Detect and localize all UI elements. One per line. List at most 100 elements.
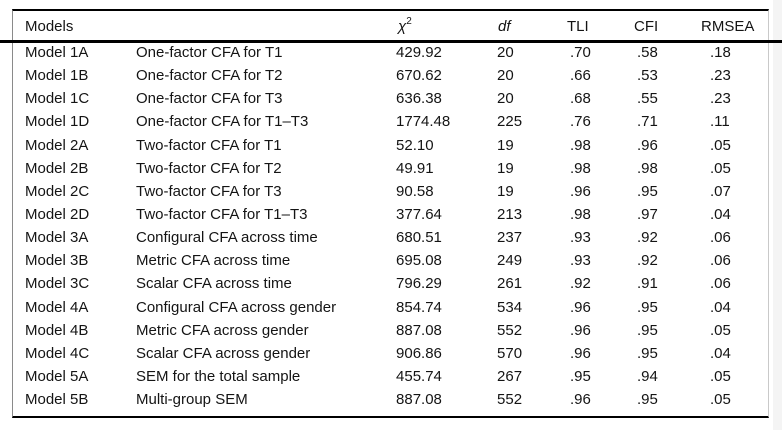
cell-rmsea-value: .05	[710, 368, 731, 386]
cell-cfi-value: .95	[637, 321, 658, 339]
cell-model-description: Scalar CFA across gender	[136, 344, 311, 362]
model-fit-table-frame: Models χ2 df TLI CFI RMSEA Model 1A One-…	[12, 9, 770, 419]
cell-chi-squared-value: 1774.48	[396, 113, 451, 131]
cell-chi-squared-value: 887.08	[396, 321, 442, 339]
cell-df-value: 552	[497, 321, 523, 339]
cell-cfi-value: .95	[637, 298, 658, 316]
cell-chi-squared-value: 52.10	[396, 136, 434, 154]
cell-chi-squared-value: 695.08	[396, 252, 442, 270]
cell-model-id: Model 5B	[25, 391, 89, 409]
cell-cfi-value: .55	[637, 90, 658, 108]
cell-tli-value: .93	[570, 252, 591, 270]
cell-tli-value: .76	[570, 113, 591, 131]
cell-df-value: 19	[497, 182, 514, 200]
cell-chi-squared-value: 906.86	[396, 344, 442, 362]
cell-tli-value: .96	[570, 344, 591, 362]
cell-chi-squared-value: 680.51	[396, 229, 442, 247]
cell-chi-squared-value: 429.92	[396, 44, 442, 62]
table-row: Model 5B Multi-group SEM 887.08 552 .96 …	[13, 388, 770, 411]
cell-df-value: 267	[497, 368, 523, 386]
cell-tli-value: .98	[570, 136, 591, 154]
cell-df-value: 225	[497, 113, 523, 131]
cell-model-description: Scalar CFA across time	[136, 275, 292, 293]
cell-cfi-value: .95	[637, 391, 658, 409]
cell-df-value: 261	[497, 275, 523, 293]
cell-cfi-value: .94	[637, 368, 658, 386]
cell-model-id: Model 3A	[25, 229, 89, 247]
cell-model-id: Model 3B	[25, 252, 89, 270]
cell-rmsea-value: .06	[710, 229, 731, 247]
table-row: Model 1B One-factor CFA for T2 670.62 20…	[13, 64, 770, 87]
cell-tli-value: .93	[570, 229, 591, 247]
cell-model-description: Metric CFA across gender	[136, 321, 309, 339]
cell-model-id: Model 4A	[25, 298, 89, 316]
cell-chi-squared-value: 377.64	[396, 206, 442, 224]
header-row: Models χ2 df TLI CFI RMSEA	[13, 11, 770, 41]
cell-df-value: 19	[497, 159, 514, 177]
cell-model-description: One-factor CFA for T3	[136, 90, 283, 108]
cell-cfi-value: .58	[637, 44, 658, 62]
table-row: Model 4C Scalar CFA across gender 906.86…	[13, 342, 770, 365]
cell-df-value: 534	[497, 298, 523, 316]
cell-model-id: Model 5A	[25, 368, 89, 386]
cell-rmsea-value: .23	[710, 90, 731, 108]
cell-model-description: Multi-group SEM	[136, 391, 248, 409]
cell-cfi-value: .92	[637, 229, 658, 247]
cell-cfi-value: .95	[637, 344, 658, 362]
cell-tli-value: .96	[570, 298, 591, 316]
table-row: Model 4A Configural CFA across gender 85…	[13, 296, 770, 319]
cell-df-value: 19	[497, 136, 514, 154]
table-row: Model 3A Configural CFA across time 680.…	[13, 226, 770, 249]
cell-tli-value: .96	[570, 321, 591, 339]
cell-model-description: Metric CFA across time	[136, 252, 291, 270]
cell-model-id: Model 2D	[25, 206, 90, 224]
table-row: Model 1A One-factor CFA for T1 429.92 20…	[13, 41, 770, 64]
col-header-models: Models	[25, 17, 74, 35]
cell-tli-value: .70	[570, 44, 591, 62]
table-row: Model 2D Two-factor CFA for T1–T3 377.64…	[13, 203, 770, 226]
cell-chi-squared-value: 796.29	[396, 275, 442, 293]
cell-tli-value: .92	[570, 275, 591, 293]
cell-df-value: 213	[497, 206, 523, 224]
cell-chi-squared-value: 854.74	[396, 298, 442, 316]
cell-model-description: Two-factor CFA for T1–T3	[136, 206, 308, 224]
cell-model-id: Model 1B	[25, 67, 89, 85]
col-header-chi-squared: χ2	[396, 11, 497, 41]
table-row: Model 2B Two-factor CFA for T2 49.91 19 …	[13, 157, 770, 180]
col-header-df: df	[498, 17, 511, 35]
table-row: Model 5A SEM for the total sample 455.74…	[13, 365, 770, 388]
cell-chi-squared-value: 455.74	[396, 368, 442, 386]
cell-cfi-value: .95	[637, 182, 658, 200]
table-row: Model 3C Scalar CFA across time 796.29 2…	[13, 272, 770, 295]
cell-model-id: Model 1C	[25, 90, 90, 108]
cell-tli-value: .98	[570, 206, 591, 224]
cell-rmsea-value: .18	[710, 44, 731, 62]
cell-tli-value: .96	[570, 182, 591, 200]
cell-model-description: Configural CFA across gender	[136, 298, 337, 316]
cell-model-id: Model 4B	[25, 321, 89, 339]
cell-chi-squared-value: 670.62	[396, 67, 442, 85]
table-row: Model 2A Two-factor CFA for T1 52.10 19 …	[13, 134, 770, 157]
cell-model-id: Model 1D	[25, 113, 90, 131]
cell-cfi-value: .91	[637, 275, 658, 293]
header-divider-rule	[0, 40, 782, 43]
cell-model-description: SEM for the total sample	[136, 368, 301, 386]
cell-rmsea-value: .04	[710, 344, 731, 362]
chi-superscript: 2	[406, 16, 412, 27]
cell-model-id: Model 1A	[25, 44, 89, 62]
cell-df-value: 20	[497, 44, 514, 62]
col-header-rmsea: RMSEA	[701, 17, 755, 35]
cell-model-description: Two-factor CFA for T3	[136, 182, 282, 200]
cell-tli-value: .95	[570, 368, 591, 386]
cell-tli-value: .68	[570, 90, 591, 108]
cell-tli-value: .98	[570, 159, 591, 177]
cell-df-value: 249	[497, 252, 523, 270]
table-row: Model 3B Metric CFA across time 695.08 2…	[13, 249, 770, 272]
cell-cfi-value: .97	[637, 206, 658, 224]
cell-model-id: Model 2A	[25, 136, 89, 154]
cell-rmsea-value: .06	[710, 252, 731, 270]
cell-tli-value: .66	[570, 67, 591, 85]
cell-model-description: Two-factor CFA for T1	[136, 136, 282, 154]
model-fit-table: Models χ2 df TLI CFI RMSEA Model 1A One-…	[13, 11, 770, 411]
table-row: Model 4B Metric CFA across gender 887.08…	[13, 319, 770, 342]
